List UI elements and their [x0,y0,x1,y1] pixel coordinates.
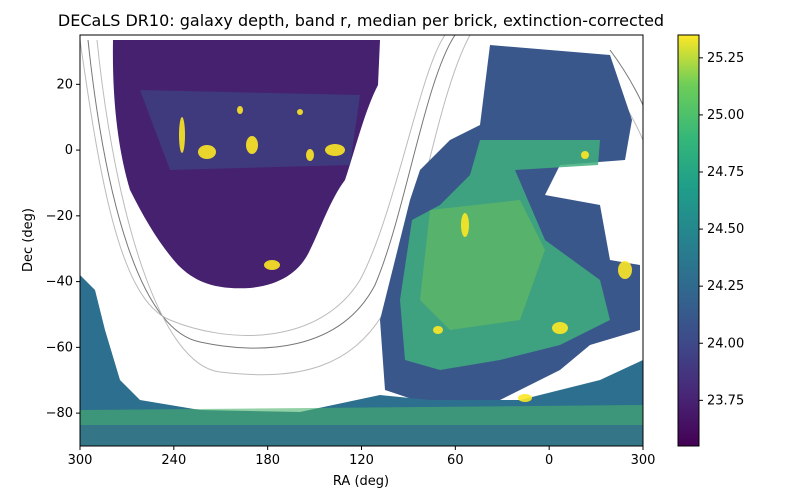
y-tick-label: −60 [46,340,73,355]
x-tick-label: 240 [161,453,186,468]
deep-field-spot [306,149,314,161]
north-galactic-cap-region [140,90,360,170]
deep-field-spot [198,145,216,159]
colorbar-tick-label: 24.00 [707,336,744,351]
colorbar: 23.75 24.00 24.25 24.50 24.75 25.00 25.25 [677,34,744,447]
galactic-plane-contour [80,35,446,336]
deep-field-spot [618,261,632,279]
y-axis: 20 0 −20 −40 −60 −80 [46,77,80,421]
y-tick-label: 20 [56,77,73,92]
galactic-plane-contour [609,49,643,106]
deep-field-spot [552,322,568,334]
y-tick-label: −40 [46,275,73,290]
deep-field-spot [581,151,589,159]
galactic-plane-contour [87,35,456,349]
x-tick-label: 300 [68,453,93,468]
colorbar-tick-label: 24.75 [707,165,744,180]
x-tick-label: 180 [255,453,280,468]
plot-area [79,34,644,447]
deep-field-spot [237,106,243,114]
y-tick-label: −20 [46,209,73,224]
colorbar-tick-label: 24.25 [707,279,744,294]
deep-field-spot [246,136,258,154]
x-tick-label: 0 [545,453,553,468]
deep-field-spot [297,109,303,115]
colorbar-tick-label: 24.50 [707,222,744,237]
colorbar-tick-label: 23.75 [707,393,744,408]
south-footprint-region [420,200,545,330]
colorbar-gradient [677,34,700,447]
deep-field-spot [264,260,280,270]
deep-field-spot [461,213,469,237]
y-tick-label: 0 [65,143,73,158]
deep-field-spot [518,394,532,402]
x-axis: 300 240 180 120 60 0 300 [68,446,656,468]
deep-field-spots [179,106,632,402]
deep-field-spot [433,326,443,334]
south-pole-region [80,425,643,446]
x-tick-label: 120 [349,453,374,468]
colorbar-tick-label: 25.25 [707,51,744,66]
y-axis-label: Dec (deg) [21,208,36,272]
x-tick-label: 300 [631,453,656,468]
deep-field-spot [325,144,345,156]
south-pole-region [80,275,643,446]
x-tick-label: 60 [447,453,464,468]
chart-title: DECaLS DR10: galaxy depth, band r, media… [58,11,664,30]
colorbar-tick-label: 25.00 [707,108,744,123]
y-tick-label: −80 [46,406,73,421]
deep-field-spot [179,117,185,153]
x-axis-label: RA (deg) [333,474,389,489]
galactic-plane-contour [96,35,471,376]
